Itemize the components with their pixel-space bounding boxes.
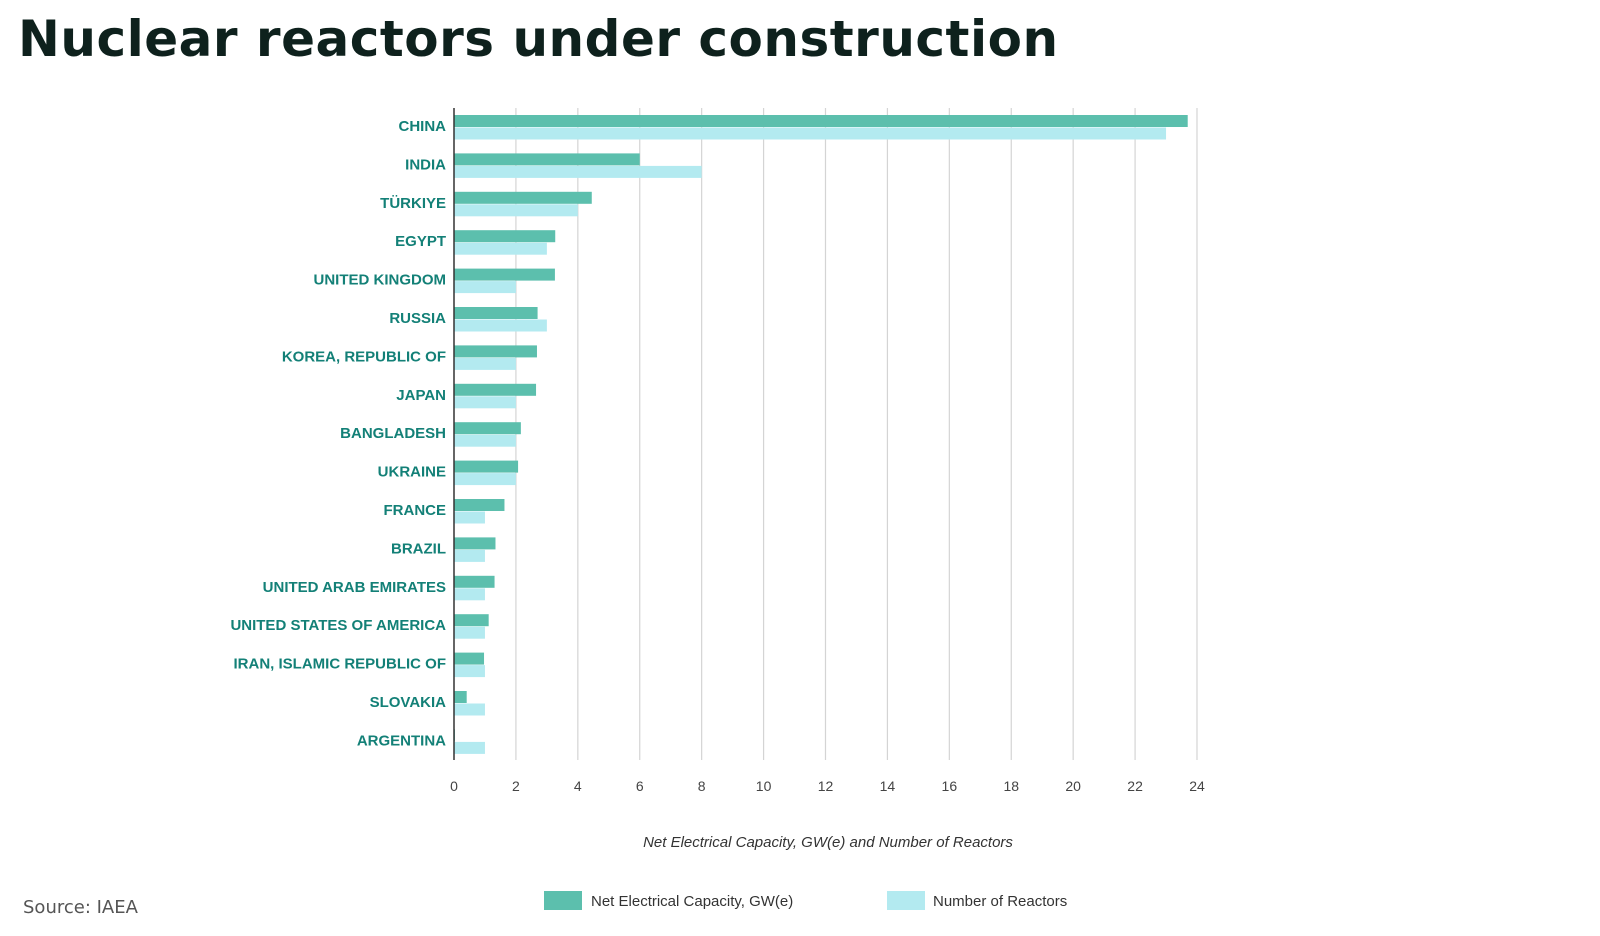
bar-reactors — [454, 588, 485, 601]
bar-reactors — [454, 319, 547, 332]
bar-capacity — [454, 345, 537, 358]
category-label: EGYPT — [395, 233, 446, 250]
bar-reactors — [454, 357, 516, 370]
bar-reactors — [454, 473, 516, 486]
x-tick-label: 12 — [818, 778, 834, 794]
x-tick-label: 20 — [1065, 778, 1081, 794]
bar-capacity — [454, 422, 521, 435]
x-tick-label: 8 — [698, 778, 706, 794]
x-tick-label: 24 — [1189, 778, 1205, 794]
chart-x-ticks: 0 2 4 6 8 10 12 14 16 18 20 22 24 — [450, 778, 1205, 794]
category-label: ARGENTINA — [357, 732, 446, 749]
bar-capacity — [454, 652, 485, 665]
bar-capacity — [454, 575, 495, 588]
bar-capacity — [454, 499, 505, 511]
bar-reactors — [454, 434, 516, 447]
bar-capacity — [454, 460, 519, 473]
category-label: UNITED STATES OF AMERICA — [230, 617, 446, 634]
x-tick-label: 0 — [450, 778, 458, 794]
bar-reactors — [454, 165, 702, 178]
x-tick-label: 16 — [942, 778, 958, 794]
bar-capacity — [454, 115, 1188, 127]
chart-grid — [515, 108, 1198, 760]
category-label: CHINA — [399, 118, 447, 135]
bar-reactors — [454, 242, 547, 255]
category-label: TÜRKIYE — [380, 195, 446, 212]
legend-swatch-capacity — [544, 891, 582, 910]
page-title: Nuclear reactors under construction — [18, 10, 1059, 68]
bar-reactors — [454, 665, 485, 678]
x-tick-label: 22 — [1127, 778, 1143, 794]
bar-capacity — [454, 268, 555, 281]
bar-capacity — [454, 691, 467, 703]
legend-label-capacity: Net Electrical Capacity, GW(e) — [591, 893, 793, 910]
category-label: FRANCE — [384, 502, 447, 519]
legend-label-reactors: Number of Reactors — [933, 893, 1067, 910]
bar-capacity — [454, 153, 640, 166]
category-label: UKRAINE — [378, 464, 446, 481]
bar-capacity — [454, 230, 556, 243]
category-label: JAPAN — [396, 387, 446, 404]
x-tick-label: 10 — [756, 778, 772, 794]
bar-reactors — [454, 549, 485, 562]
bar-capacity — [454, 537, 496, 550]
x-tick-label: 2 — [512, 778, 520, 794]
bar-reactors — [454, 703, 485, 716]
x-axis-title: Net Electrical Capacity, GW(e) and Numbe… — [643, 834, 1013, 851]
chart-bars — [454, 115, 1188, 754]
bar-capacity — [454, 191, 592, 204]
source-note: Source: IAEA — [23, 897, 138, 918]
category-label: RUSSIA — [389, 310, 446, 327]
category-label: UNITED ARAB EMIRATES — [263, 579, 446, 596]
bar-reactors — [454, 396, 516, 409]
x-tick-label: 4 — [574, 778, 582, 794]
category-label: INDIA — [405, 156, 446, 173]
bar-reactors — [454, 626, 485, 639]
legend-swatch-reactors — [887, 891, 925, 910]
category-label: SLOVAKIA — [370, 694, 447, 711]
bar-reactors — [454, 204, 578, 217]
category-label: KOREA, REPUBLIC OF — [282, 348, 446, 365]
chart-legend: Net Electrical Capacity, GW(e) Number of… — [544, 891, 1067, 910]
category-label: BANGLADESH — [340, 425, 446, 442]
bar-capacity — [454, 383, 537, 396]
bar-reactors — [454, 741, 485, 754]
category-label: IRAN, ISLAMIC REPUBLIC OF — [234, 656, 447, 673]
category-label: BRAZIL — [391, 540, 446, 557]
category-label: UNITED KINGDOM — [314, 272, 447, 289]
x-tick-label: 18 — [1003, 778, 1019, 794]
chart-category-labels: CHINA INDIA TÜRKIYE EGYPT UNITED KINGDOM RUSS… — [230, 118, 446, 749]
bar-capacity — [454, 614, 489, 627]
bar-reactors — [454, 281, 516, 294]
bar-reactors — [454, 127, 1167, 140]
x-tick-label: 14 — [880, 778, 896, 794]
x-tick-label: 6 — [636, 778, 644, 794]
bar-capacity — [454, 307, 538, 319]
bar-reactors — [454, 511, 485, 524]
